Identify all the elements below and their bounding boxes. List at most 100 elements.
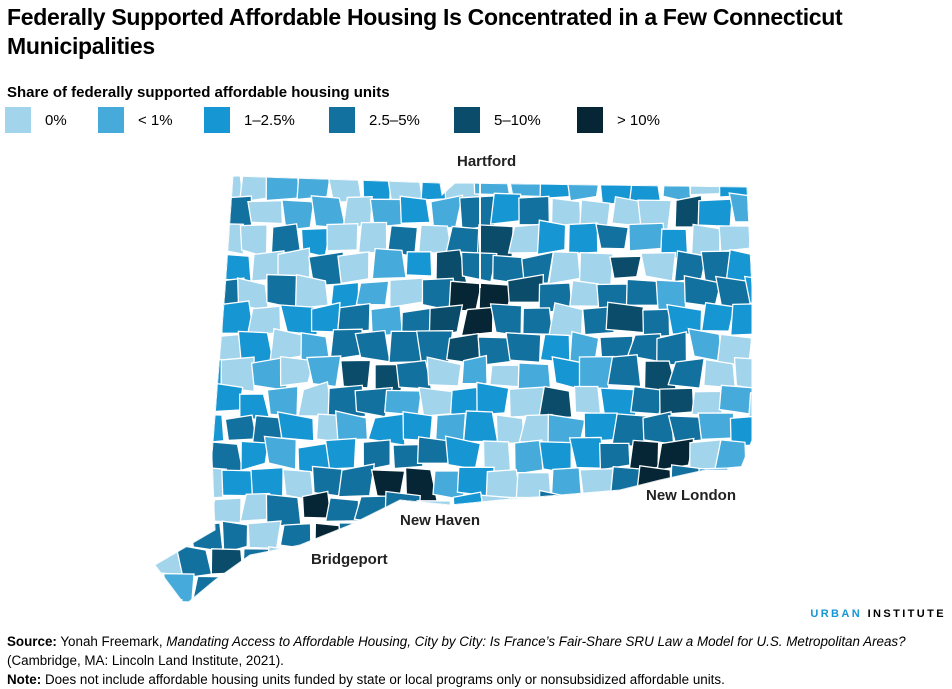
municipality: [337, 251, 370, 285]
legend-label: 0%: [45, 111, 67, 129]
municipality: [247, 199, 283, 225]
municipality: [662, 601, 695, 605]
municipality: [748, 226, 752, 257]
municipality: [247, 575, 284, 605]
municipality: [601, 606, 635, 620]
municipality: [550, 197, 582, 226]
municipality: [749, 439, 752, 474]
municipality: [684, 549, 719, 580]
municipality: [416, 547, 452, 582]
municipality: [729, 414, 752, 447]
legend-label: 2.5–5%: [369, 111, 420, 129]
municipality: [687, 327, 723, 363]
municipality: [728, 192, 752, 223]
municipality: [600, 489, 627, 525]
municipality: [159, 194, 194, 229]
municipality: [189, 466, 228, 500]
legend-item-5: > 10%: [577, 107, 660, 133]
municipality: [240, 440, 270, 472]
municipality: [766, 357, 795, 389]
municipality: [418, 386, 454, 417]
municipality: [247, 520, 282, 550]
municipality: [345, 572, 378, 604]
municipality: [208, 381, 244, 413]
legend-label: > 10%: [617, 111, 660, 129]
municipality: [216, 253, 252, 283]
municipality: [176, 332, 211, 367]
municipality: [324, 497, 360, 523]
municipality: [267, 546, 302, 579]
municipality: [597, 545, 633, 578]
municipality: [175, 223, 215, 253]
municipality: [640, 577, 675, 605]
municipality: [311, 574, 342, 605]
municipality: [354, 329, 391, 363]
municipality: [224, 414, 258, 442]
municipality: [718, 384, 752, 415]
municipality: [628, 176, 662, 205]
municipality: [522, 307, 554, 336]
municipality: [536, 219, 567, 256]
municipality: [757, 306, 789, 338]
municipality: [628, 222, 667, 252]
municipality: [608, 571, 647, 605]
municipality: [310, 195, 347, 229]
municipality: [462, 410, 499, 443]
legend-item-0: 0%: [5, 107, 98, 133]
note: Note: Does not include affordable housin…: [7, 672, 725, 687]
municipality: [748, 387, 752, 420]
municipality: [220, 356, 255, 393]
municipality: [756, 578, 789, 606]
municipality: [579, 575, 615, 605]
municipality: [314, 522, 340, 555]
municipality: [572, 602, 604, 605]
municipality: [607, 518, 645, 552]
municipality: [370, 575, 402, 605]
municipality: [210, 548, 244, 575]
municipality: [548, 302, 584, 338]
municipality: [551, 355, 582, 391]
municipality: [395, 359, 433, 391]
municipality: [725, 572, 752, 602]
city-label-new-haven: New Haven: [400, 512, 481, 529]
municipality: [178, 176, 214, 201]
municipality: [388, 330, 422, 364]
municipality: [673, 250, 707, 283]
municipality: [733, 356, 752, 392]
municipality: [747, 549, 752, 581]
municipality: [537, 385, 573, 421]
municipality: [691, 390, 723, 416]
city-label-bridgeport: Bridgeport: [311, 551, 388, 568]
municipality: [605, 301, 645, 334]
municipality: [606, 354, 642, 388]
municipality: [689, 176, 722, 196]
chart-title: Federally Supported Affordable Housing I…: [7, 4, 843, 59]
municipality: [703, 358, 737, 389]
municipality: [160, 251, 192, 286]
legend-title: Share of federally supported affordable …: [7, 84, 390, 101]
municipality: [181, 439, 211, 473]
municipality: [355, 280, 390, 306]
municipality: [696, 524, 735, 554]
municipality: [718, 225, 751, 252]
municipality: [700, 301, 735, 332]
municipality: [659, 387, 695, 416]
municipality: [209, 222, 245, 256]
municipality: [489, 364, 520, 388]
municipality: [279, 355, 315, 387]
connecticut-map: [155, 176, 795, 620]
municipalities: [155, 176, 795, 620]
municipality: [629, 549, 661, 576]
municipality: [187, 413, 225, 445]
municipality: [697, 412, 735, 441]
municipality: [667, 357, 705, 389]
municipality: [162, 573, 195, 603]
municipality: [667, 519, 705, 551]
municipality: [478, 548, 512, 579]
municipality: [758, 415, 791, 439]
municipality: [207, 497, 242, 524]
municipality: [155, 386, 184, 419]
municipality: [427, 575, 461, 605]
municipality: [306, 355, 342, 388]
